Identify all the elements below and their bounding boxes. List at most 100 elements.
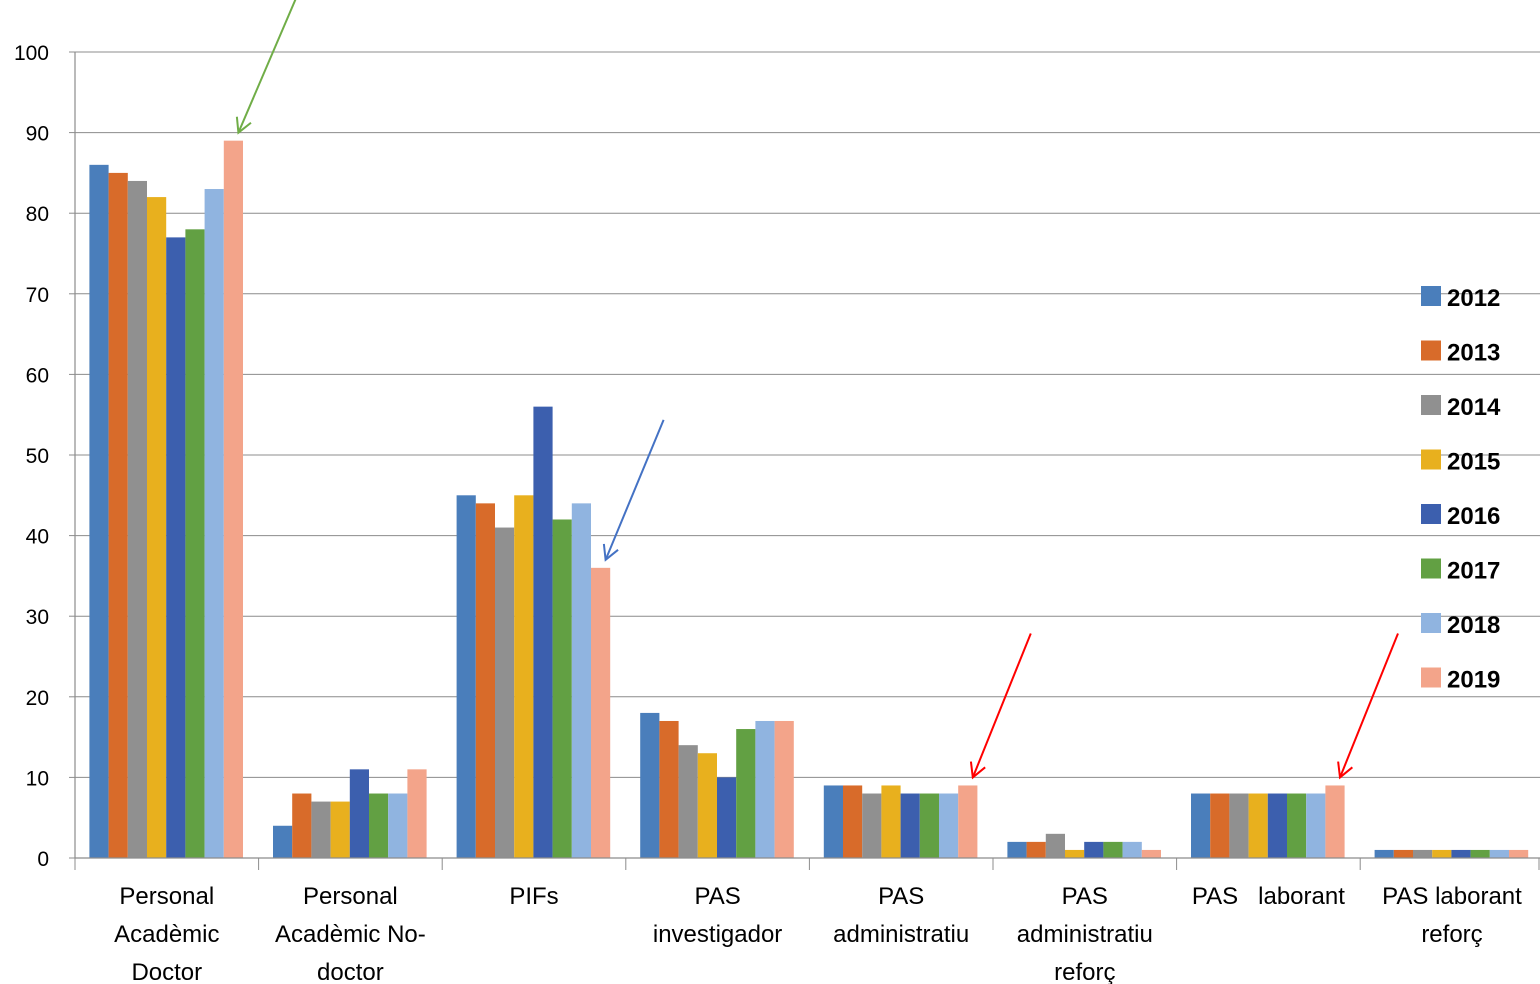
bar <box>1489 849 1509 858</box>
x-category-label: doctor <box>317 959 384 984</box>
y-tick-label: 60 <box>26 364 49 387</box>
bar <box>862 793 882 858</box>
bar <box>1509 849 1529 858</box>
legend-swatch <box>1421 613 1441 633</box>
y-tick-label: 100 <box>14 42 49 65</box>
bar <box>717 777 737 858</box>
x-category-label: administratiu <box>833 921 969 948</box>
bar <box>958 785 978 858</box>
bar <box>659 720 679 858</box>
bar <box>89 164 109 859</box>
annotation-arrow-head <box>969 761 986 780</box>
legend-swatch <box>1421 504 1441 524</box>
x-category-label: PAS <box>1062 883 1108 910</box>
bar <box>1374 849 1394 858</box>
bar <box>939 793 959 858</box>
bar <box>1432 849 1452 858</box>
bar <box>774 720 794 858</box>
legend-swatch <box>1421 286 1441 306</box>
legend-label: 2013 <box>1447 340 1500 367</box>
bar <box>495 527 515 858</box>
y-tick-label: 50 <box>26 445 49 468</box>
legend-swatch <box>1421 340 1441 361</box>
gridlines <box>75 51 1540 778</box>
y-tick-label: 10 <box>26 767 49 790</box>
bar <box>1267 793 1287 858</box>
bar <box>108 172 128 858</box>
y-tick-label: 90 <box>26 123 49 146</box>
bar <box>697 753 717 858</box>
y-tick-label: 0 <box>37 848 49 871</box>
bar <box>755 720 775 858</box>
bar <box>475 503 495 858</box>
bar <box>1451 849 1471 858</box>
bar <box>388 793 408 858</box>
bar <box>552 519 572 858</box>
y-tick-label: 20 <box>26 687 49 710</box>
bar <box>1248 793 1268 858</box>
annotation-arrow-line <box>237 0 297 134</box>
bar <box>1229 793 1249 858</box>
bar <box>349 769 369 858</box>
legend-label: 2017 <box>1447 558 1500 585</box>
legend-label: 2018 <box>1447 612 1500 639</box>
x-category-label: investigador <box>653 921 782 948</box>
bar <box>127 180 147 858</box>
bar <box>456 495 476 858</box>
bar <box>919 793 939 858</box>
bar <box>1210 793 1230 858</box>
bar <box>1413 849 1433 858</box>
bar <box>823 785 843 858</box>
x-category-label: PAS laborant <box>1192 883 1345 910</box>
legend-label: 2019 <box>1447 667 1500 694</box>
x-category-label: reforç <box>1054 959 1115 984</box>
axes <box>69 51 1540 870</box>
legend-label: 2014 <box>1447 394 1501 421</box>
x-category-label: PAS <box>878 883 924 910</box>
x-category-label: PIFs <box>509 883 558 910</box>
bar <box>311 801 331 858</box>
annotation-arrows <box>235 0 1399 780</box>
bar <box>407 769 427 858</box>
bar <box>736 729 756 858</box>
legend-swatch <box>1421 558 1441 579</box>
annotation-arrow-head <box>235 116 252 135</box>
annotation-arrow-line <box>971 633 1032 778</box>
legend-label: 2015 <box>1447 449 1500 476</box>
bar <box>640 712 660 858</box>
bar <box>1141 849 1161 858</box>
bar <box>678 745 698 858</box>
bar <box>1045 833 1065 858</box>
annotation-arrow-head <box>1337 761 1353 780</box>
bar <box>1065 849 1085 858</box>
bar <box>1306 793 1326 858</box>
bar <box>514 495 534 858</box>
x-category-label: Doctor <box>131 959 202 984</box>
bar <box>273 825 293 858</box>
bar <box>571 503 591 858</box>
bar <box>147 197 167 858</box>
legend-swatch <box>1421 667 1441 688</box>
legend-label: 2016 <box>1447 503 1500 530</box>
bar <box>1325 785 1345 858</box>
x-category-label: administratiu <box>1017 921 1153 948</box>
annotation-arrow-line <box>1339 633 1399 778</box>
legend-label: 2012 <box>1447 285 1500 312</box>
bar <box>330 801 350 858</box>
annotation-arrow-line <box>604 419 665 561</box>
bar <box>1191 793 1211 858</box>
bar <box>1007 841 1027 858</box>
bar <box>1470 849 1490 858</box>
y-tick-label: 30 <box>26 606 49 629</box>
bar <box>1084 841 1104 858</box>
annotation-arrow-head <box>602 543 619 562</box>
bar <box>1103 841 1123 858</box>
bar <box>900 793 920 858</box>
y-tick-label: 40 <box>26 526 49 549</box>
legend-swatch <box>1421 395 1441 415</box>
bar <box>881 785 901 858</box>
bar <box>843 785 863 858</box>
bar <box>292 793 312 858</box>
x-category-label: Acadèmic <box>114 921 219 948</box>
